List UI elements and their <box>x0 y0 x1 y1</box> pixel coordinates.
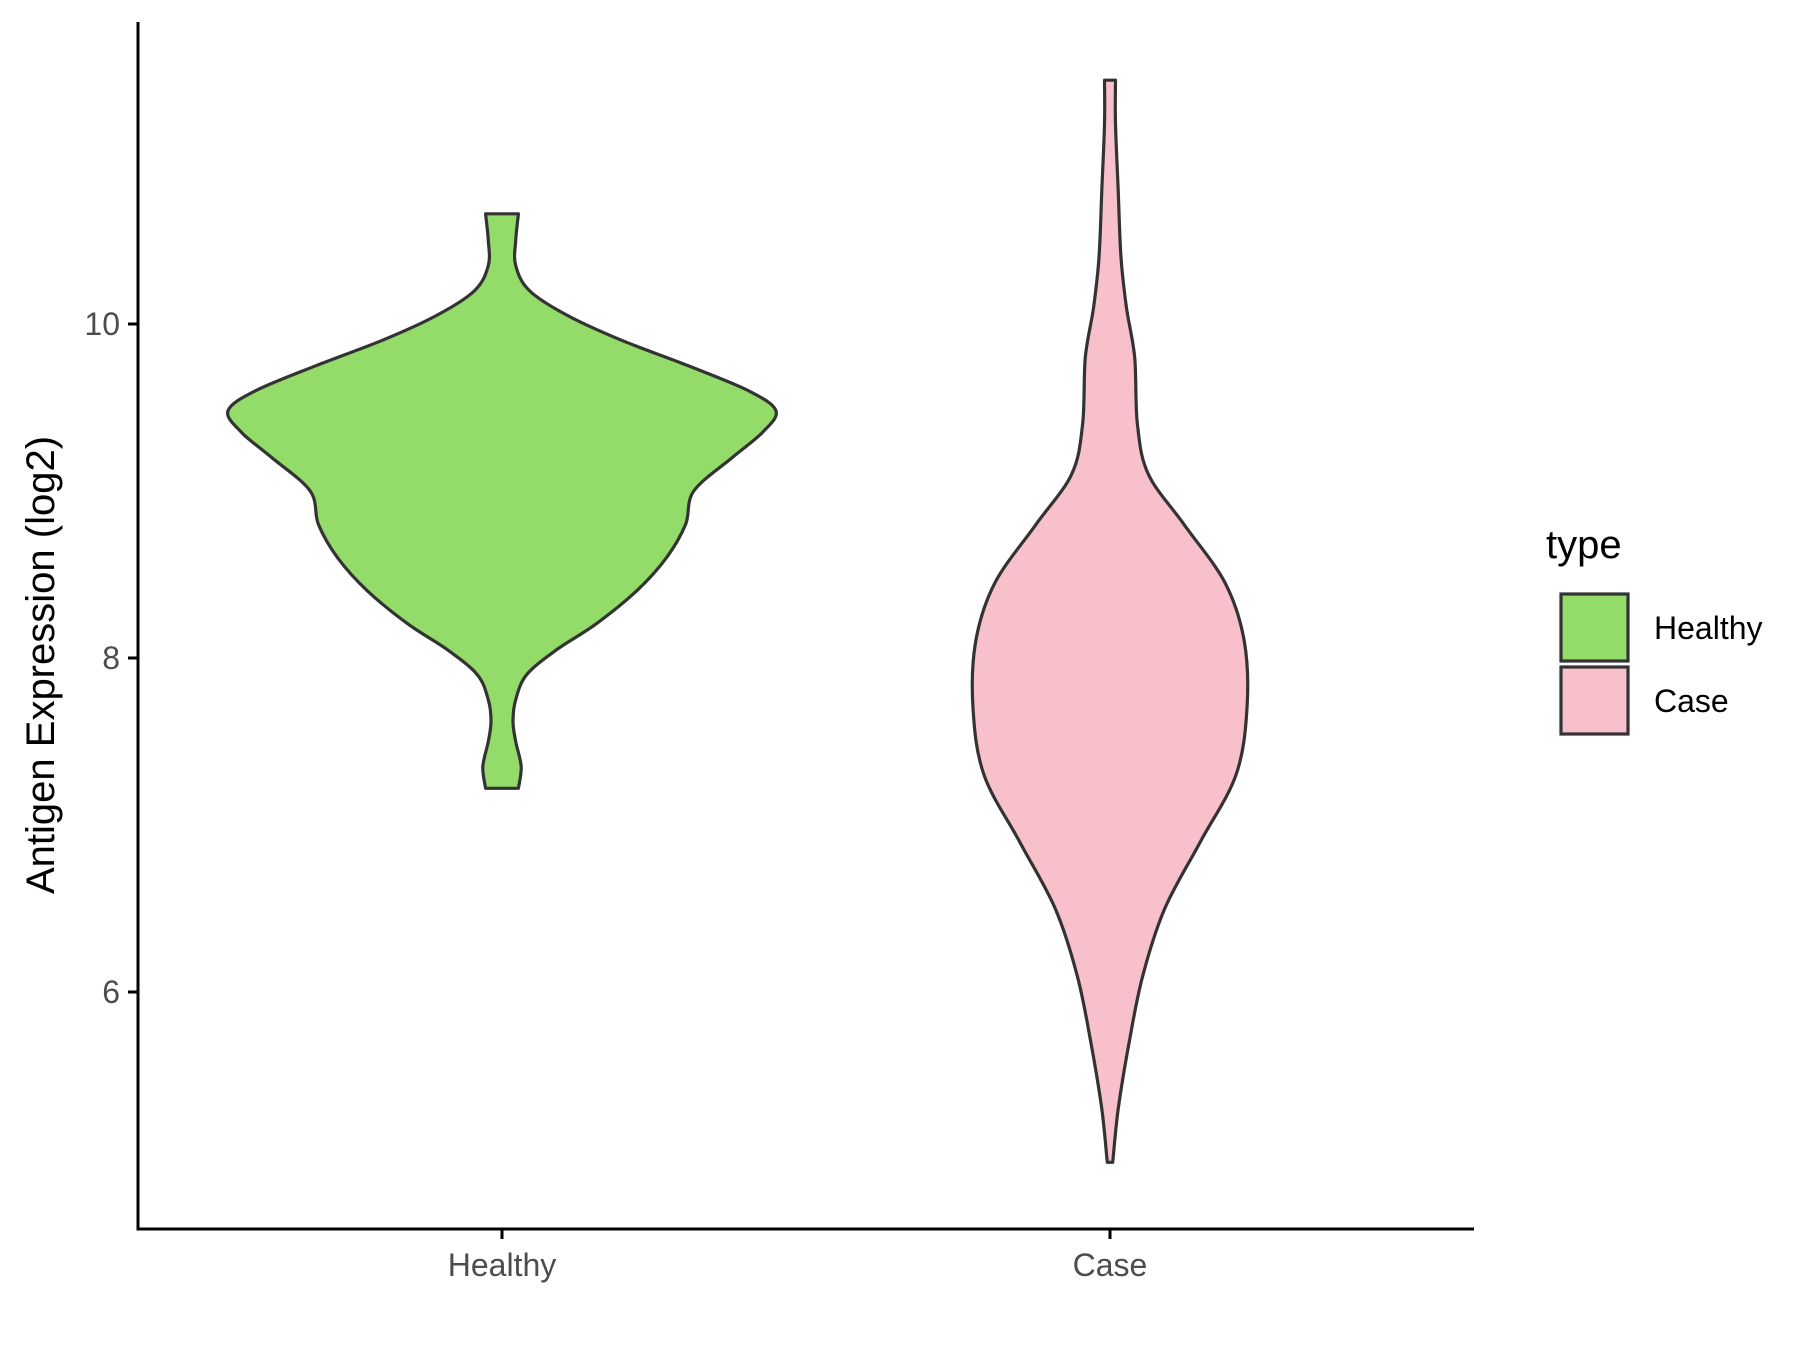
y-tick-label: 6 <box>102 974 120 1010</box>
y-tick-label: 10 <box>84 306 120 342</box>
violin-case <box>970 78 1250 1164</box>
y-ticks: 6 8 10 <box>84 306 138 1010</box>
legend-label: Case <box>1654 683 1729 719</box>
legend-swatch <box>1559 665 1630 736</box>
y-tick-label: 8 <box>102 640 120 676</box>
x-ticks: Healthy Case <box>448 1229 1148 1283</box>
violin-healthy <box>226 212 778 790</box>
violin-layer <box>226 78 1250 1164</box>
y-axis-title: Antigen Expression (log2) <box>19 436 63 894</box>
x-tick-label: Healthy <box>448 1247 557 1283</box>
legend-swatch <box>1559 592 1630 663</box>
legend-title: type <box>1546 523 1622 567</box>
legend: type Healthy Case <box>1546 523 1763 736</box>
axes-layer <box>136 22 1474 1231</box>
legend-label: Healthy <box>1654 610 1763 646</box>
x-tick-label: Case <box>1073 1247 1148 1283</box>
